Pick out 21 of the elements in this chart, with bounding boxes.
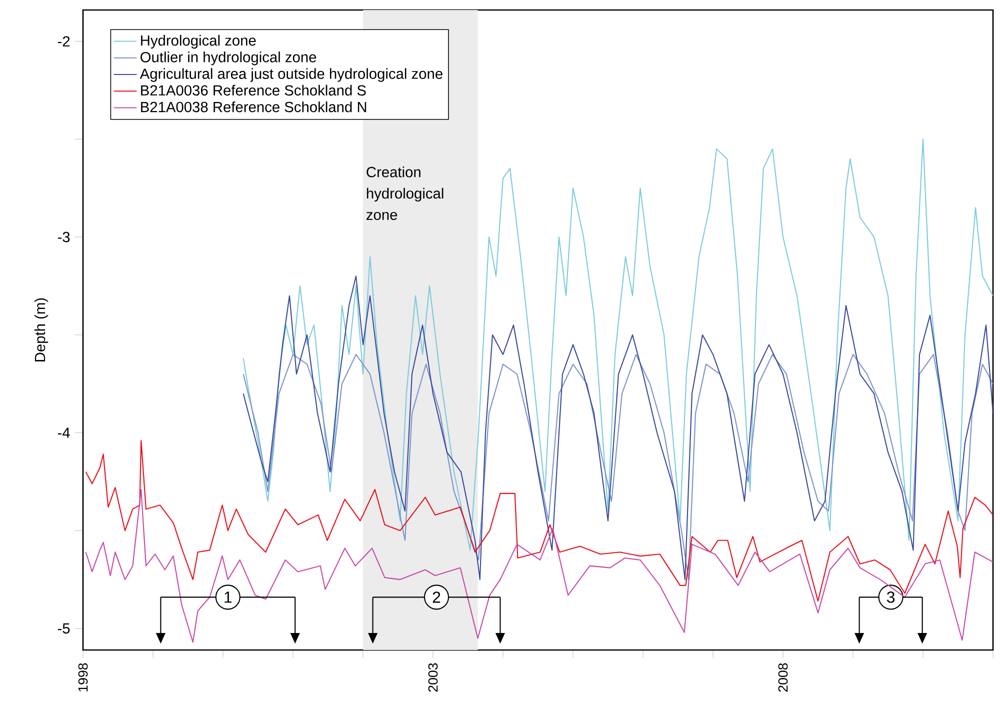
annotation: 1	[224, 592, 232, 603]
legend-label: Agricultural area just outside hydrological zone	[140, 68, 442, 82]
legend-label: B21A0036 Reference Schokland S	[141, 84, 366, 96]
line-series	[242, 354, 994, 580]
band-label: Creation hydrological zone	[366, 166, 444, 220]
y-tick-label: -3	[58, 232, 70, 242]
y-tick-label: -5	[58, 623, 70, 634]
legend-label: B21A0038 Reference Schokland N	[141, 101, 366, 112]
x-tick-label: 1998	[78, 663, 88, 692]
x-tick-label: 2008	[778, 663, 788, 692]
line-series	[85, 488, 994, 643]
legend-label: Outlier in hydrological zone	[140, 52, 316, 66]
x-tick-label: 2003	[428, 663, 438, 692]
y-tick-label: -2	[58, 36, 70, 46]
annotation: 3	[886, 591, 895, 603]
line-series	[242, 138, 994, 551]
y-tick-label: -4	[58, 428, 70, 438]
line-series	[85, 440, 994, 602]
legend-label: Hydrological zone	[141, 34, 256, 49]
annotation: 2	[432, 592, 440, 603]
y-axis-title: Depth (m)	[34, 298, 48, 362]
